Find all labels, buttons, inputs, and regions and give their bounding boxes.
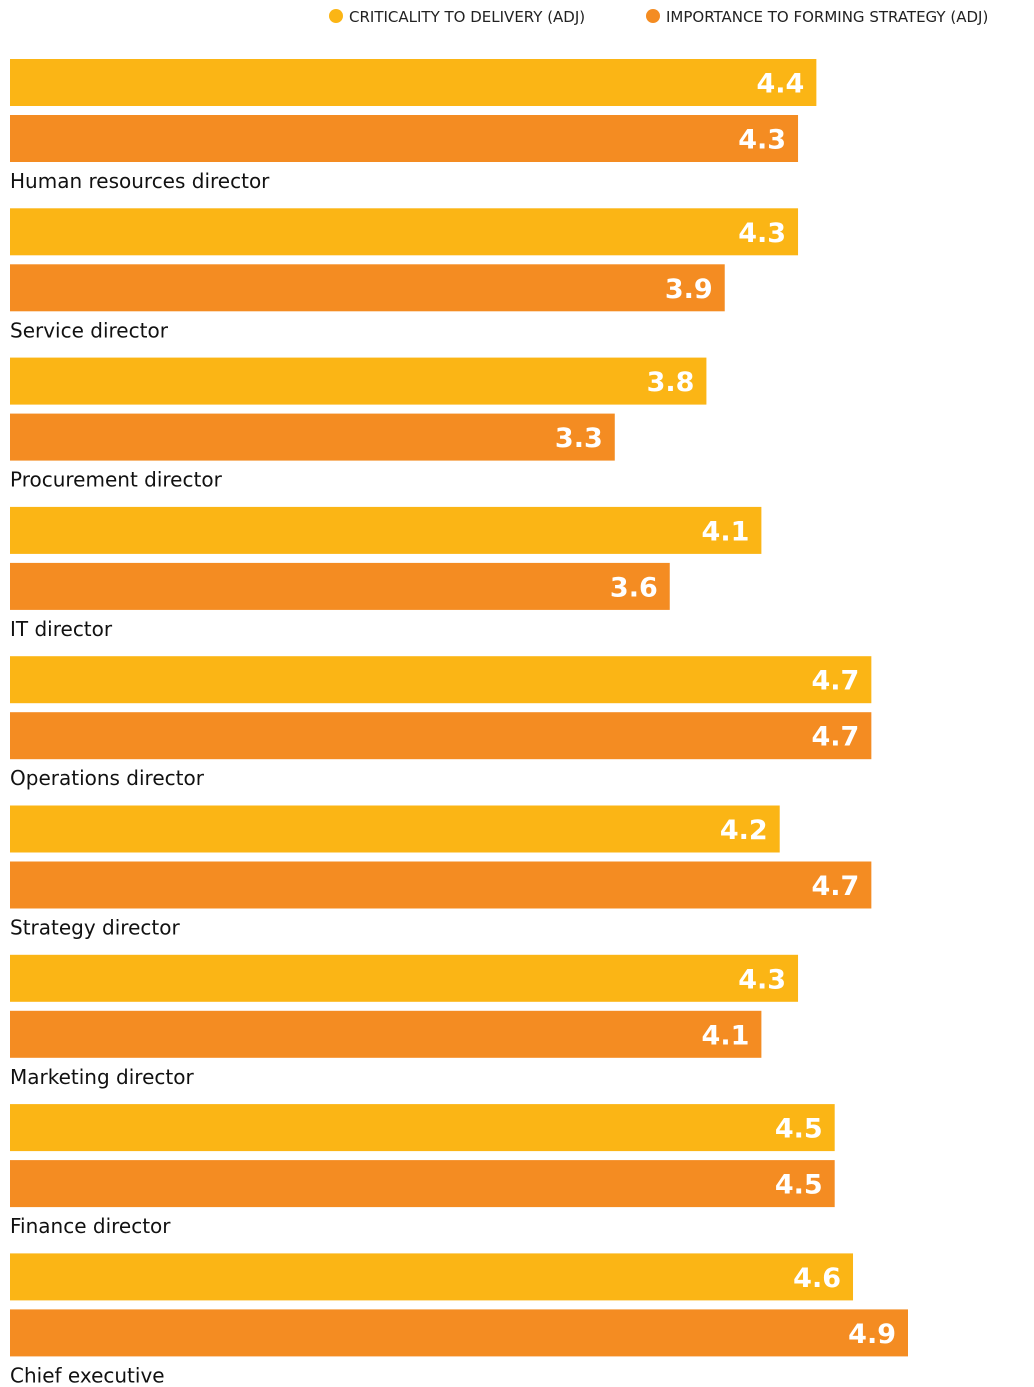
bar-it-director-series-2 (10, 562, 670, 610)
category-label-chief-executive: Chief executive (10, 1363, 165, 1387)
category-label-it-director: IT director (10, 617, 113, 641)
bar-finance-director-series-2 (10, 1160, 835, 1208)
value-label-chief-executive-series-1: 4.6 (793, 1263, 841, 1294)
value-label-human-resources-director-series-2: 4.3 (738, 125, 786, 156)
bar-chief-executive-series-1 (10, 1253, 854, 1301)
value-label-marketing-director-series-1: 4.3 (738, 964, 786, 995)
value-label-strategy-director-series-2: 4.7 (812, 871, 860, 902)
value-label-procurement-director-series-1: 3.8 (647, 367, 695, 398)
bar-marketing-director-series-2 (10, 1010, 762, 1058)
value-label-marketing-director-series-2: 4.1 (702, 1020, 750, 1051)
bars-group: 4.4 4.3 Human resources director 4.3 3.9 Serv… (10, 59, 908, 1387)
legend: CRITICALITY TO DELIVERY (ADJ) IMPORTANCE… (329, 8, 988, 26)
legend-label-criticality: CRITICALITY TO DELIVERY (ADJ) (349, 8, 585, 26)
value-label-finance-director-series-2: 4.5 (775, 1170, 823, 1201)
bar-finance-director-series-1 (10, 1104, 835, 1152)
bar-procurement-director-series-1 (10, 357, 707, 405)
value-label-it-director-series-1: 4.1 (702, 516, 750, 547)
category-label-strategy-director: Strategy director (10, 916, 180, 940)
value-label-chief-executive-series-2: 4.9 (848, 1319, 896, 1350)
category-label-human-resources-director: Human resources director (10, 169, 270, 193)
bar-service-director-series-1 (10, 208, 799, 256)
category-label-finance-director: Finance director (10, 1214, 171, 1238)
bar-it-director-series-1 (10, 506, 762, 554)
value-label-service-director-series-2: 3.9 (665, 274, 713, 305)
value-label-procurement-director-series-2: 3.3 (555, 423, 603, 454)
bar-strategy-director-series-1 (10, 805, 780, 853)
bar-chief-executive-series-2 (10, 1309, 908, 1357)
bar-operations-director-series-1 (10, 656, 872, 704)
value-label-operations-director-series-1: 4.7 (812, 666, 860, 697)
category-label-procurement-director: Procurement director (10, 468, 223, 492)
value-label-service-director-series-1: 4.3 (738, 218, 786, 249)
category-label-service-director: Service director (10, 318, 169, 342)
value-label-strategy-director-series-1: 4.2 (720, 815, 768, 846)
value-label-human-resources-director-series-1: 4.4 (757, 69, 805, 100)
value-label-operations-director-series-2: 4.7 (812, 722, 860, 753)
legend-marker-criticality (329, 9, 343, 23)
bar-service-director-series-2 (10, 264, 725, 312)
bar-operations-director-series-2 (10, 712, 872, 760)
bar-procurement-director-series-2 (10, 413, 615, 461)
bar-human-resources-director-series-2 (10, 115, 799, 162)
category-label-marketing-director: Marketing director (10, 1065, 194, 1089)
bar-marketing-director-series-1 (10, 954, 799, 1002)
value-label-finance-director-series-1: 4.5 (775, 1114, 823, 1145)
bar-strategy-director-series-2 (10, 861, 872, 909)
value-label-it-director-series-2: 3.6 (610, 572, 658, 603)
category-label-operations-director: Operations director (10, 766, 205, 790)
legend-label-importance: IMPORTANCE TO FORMING STRATEGY (ADJ) (666, 8, 988, 26)
legend-marker-importance (646, 9, 660, 23)
bar-human-resources-director-series-1 (10, 59, 817, 106)
